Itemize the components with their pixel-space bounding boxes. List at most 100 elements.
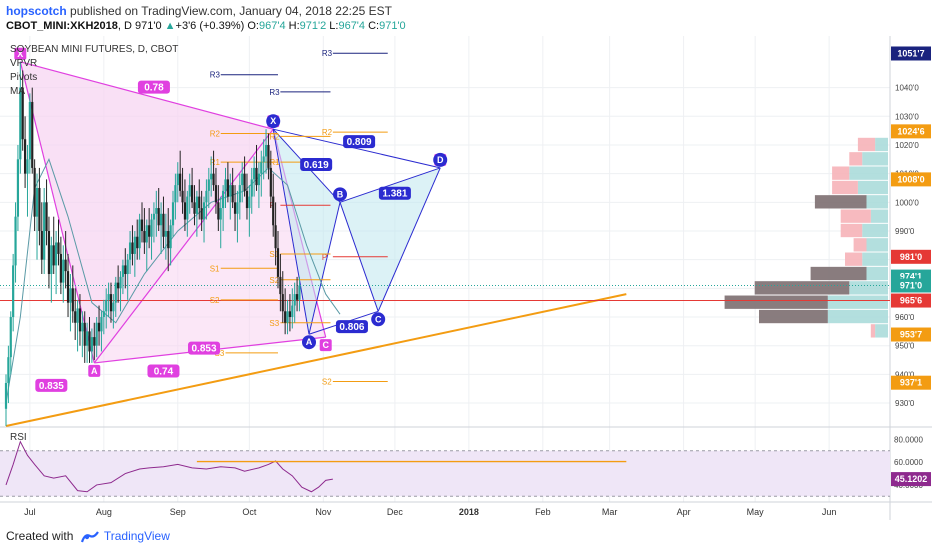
price-axis-value: 1051'7 (897, 48, 924, 58)
pattern-point-label: C (322, 340, 329, 350)
volume-profile-down-bar (849, 152, 863, 166)
candle-body (86, 331, 89, 346)
candle-body (143, 231, 146, 243)
candle-body (174, 185, 177, 203)
volume-profile-up-bar (875, 137, 888, 152)
pattern2-point-badge (433, 152, 448, 167)
candle-body (90, 337, 93, 352)
candle-body (210, 173, 213, 180)
candle-body (107, 294, 110, 300)
candle-body (23, 139, 27, 174)
pivot-label: R2 (269, 132, 280, 141)
pattern2-point-badge (371, 312, 386, 327)
y-tick-label: 1030'0 (895, 112, 919, 121)
pattern-leg (20, 61, 274, 130)
low-value: 967'4 (338, 20, 366, 32)
ratio-label: 1.381 (382, 189, 407, 200)
pattern2-point-label: A (306, 337, 313, 347)
pivot-label: S3 (215, 349, 225, 358)
candle-body (262, 156, 265, 163)
candle-body (31, 101, 34, 168)
volume-profile-up-bar (875, 324, 888, 338)
candle-body (264, 144, 268, 157)
low-label: L: (329, 20, 339, 32)
candle-body (214, 185, 218, 203)
candle-body (269, 167, 272, 197)
x-tick-label: Nov (315, 507, 332, 517)
candle-body (119, 276, 122, 289)
candle-body (150, 219, 153, 237)
pivot-label: S2 (322, 378, 332, 387)
candle-body (155, 208, 158, 214)
pivot-label: S2 (269, 276, 279, 285)
candle-body (71, 288, 74, 312)
candle-body (124, 265, 127, 275)
last-price: 971'0 (135, 20, 162, 32)
price-axis-badge (891, 172, 931, 187)
published-text: published on TradingView.com, January 04… (70, 4, 393, 18)
volume-profile-up-bar (870, 209, 888, 223)
ratio-label: 0.853 (192, 344, 217, 355)
candle-body (126, 259, 129, 275)
price-chart[interactable]: Jul Aug Sep Oct Nov Dec 2018 Feb Mar Apr May Jun 930… (0, 36, 932, 520)
price-axis-value: 1024'6 (897, 126, 924, 136)
candle-body (245, 190, 249, 209)
candle-body (226, 179, 229, 197)
candle-body (112, 302, 115, 312)
volume-profile-down-bar (724, 295, 828, 309)
candle-body (281, 294, 284, 312)
pivot-label: S1 (269, 250, 279, 259)
pattern-point-badge (319, 339, 332, 352)
volume-profile-down-bar (845, 252, 863, 266)
y-tick-label: 1040'0 (895, 84, 919, 93)
pattern-xab-fill (20, 61, 274, 363)
candle-body (64, 259, 67, 272)
volume-profile-down-bar (840, 209, 871, 223)
candle-body (140, 219, 144, 231)
candle-body (286, 311, 289, 323)
candle-body (69, 288, 72, 303)
volume-profile-up-bar (866, 195, 888, 209)
candle-body (274, 225, 277, 249)
pivot-label: R3 (210, 71, 221, 80)
candle-body (195, 196, 198, 214)
candle-body (219, 208, 222, 220)
publish-line: hopscotch published on TradingView.com, … (6, 4, 392, 18)
tradingview-brand[interactable]: TradingView (103, 529, 170, 543)
price-axis-value: 937'1 (900, 378, 922, 388)
ratio-badge (188, 341, 221, 355)
candle-body (276, 248, 280, 277)
candle-body (229, 185, 232, 197)
volume-profile-up-bar (862, 252, 888, 266)
candle-body (291, 305, 294, 318)
pattern-point-badge (14, 47, 27, 60)
author-name[interactable]: hopscotch (6, 4, 67, 18)
pivot-label: R3 (269, 88, 280, 97)
ratio-label: 0.78 (144, 83, 164, 94)
volume-profile-down-bar (870, 324, 876, 338)
price-axis-badge (891, 46, 931, 61)
price-change: +3'6 (+0.39%) (175, 20, 245, 32)
candle-body (38, 187, 41, 231)
candle-body (136, 236, 139, 249)
ratio-badge (35, 378, 68, 392)
candle-body (279, 276, 282, 295)
volume-profile-down-bar (832, 166, 850, 180)
volume-profile-up-bar (857, 180, 888, 195)
pattern2-point-label: X (270, 116, 276, 126)
candle-body (105, 299, 108, 312)
candle-body (19, 87, 22, 160)
candle-body (217, 202, 220, 220)
candle-body (169, 225, 172, 249)
candle-body (152, 213, 156, 220)
open-label: O: (247, 20, 259, 32)
candle-body (50, 245, 53, 275)
volume-profile-up-bar (866, 238, 888, 252)
candle-body (250, 179, 253, 197)
volume-profile-up-bar (849, 166, 888, 180)
x-tick-label: Oct (242, 507, 257, 517)
price-axis-badge (891, 278, 931, 293)
candle-body (176, 173, 179, 186)
volume-profile-down-bar (814, 195, 867, 209)
volume-profile-up-bar (862, 152, 888, 166)
